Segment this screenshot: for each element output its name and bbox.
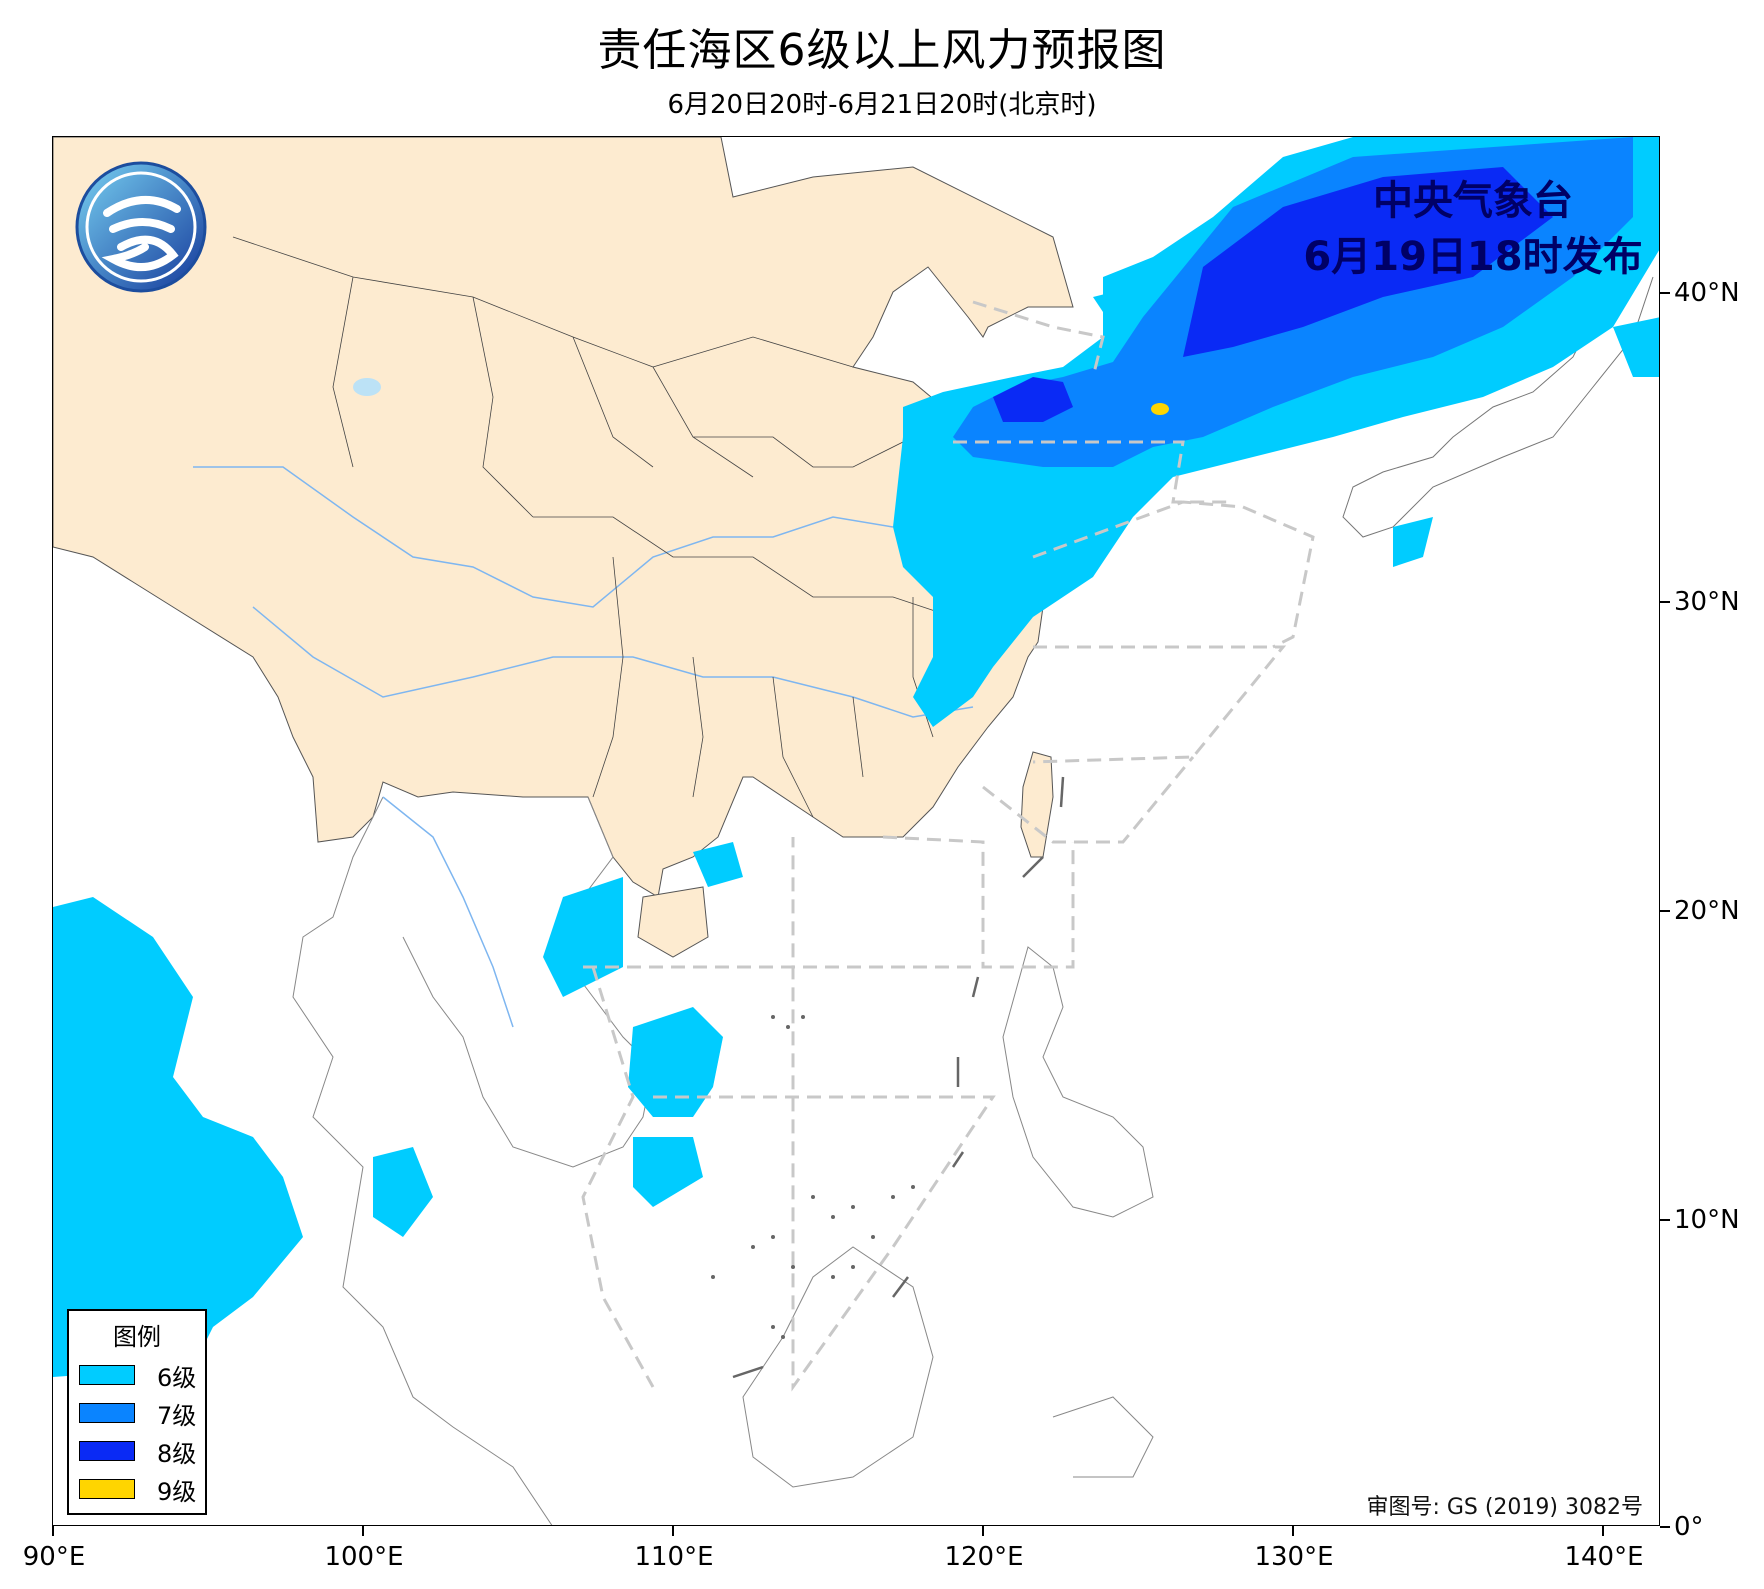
legend-item: 8级 [69, 1432, 205, 1470]
map-subtitle: 6月20日20时-6月21日20时(北京时) [667, 90, 1097, 120]
cma-logo-icon [75, 161, 207, 293]
x-tick-label: 140°E [1564, 1542, 1644, 1572]
x-tickmark [52, 1526, 54, 1536]
y-tick-label: 0° [1674, 1512, 1704, 1542]
wind-area-level-6 [1093, 287, 1143, 327]
x-tick-label: 120°E [944, 1542, 1024, 1572]
x-tickmark [982, 1526, 984, 1536]
sea-area-boundaries [581, 300, 1315, 1392]
south-china-sea-islands [711, 1015, 915, 1339]
river [193, 466, 894, 608]
wind-area-level-6 [633, 1137, 703, 1207]
legend-item: 7级 [69, 1394, 205, 1432]
legend-swatch-7 [79, 1403, 135, 1423]
y-tickmark [1660, 601, 1670, 603]
map-approval-number: 审图号: GS (2019) 3082号 [1366, 1495, 1643, 1520]
x-tickmark [672, 1526, 674, 1536]
y-tickmark [1660, 1219, 1670, 1221]
wind-area-level-8 [993, 377, 1073, 422]
issuer-block: 中央气象台 6月19日18时发布 [1293, 173, 1653, 285]
issuer-name: 中央气象台 [1373, 178, 1573, 224]
legend: 图例 6级 7级 8级 9级 [67, 1309, 207, 1515]
wind-area-level-6 [373, 1147, 433, 1237]
sulawesi-outline [1052, 1396, 1154, 1478]
borneo-outline [742, 1246, 934, 1488]
x-tick-label: 100°E [324, 1542, 404, 1572]
river [252, 606, 974, 718]
map-title: 责任海区6级以上风力预报图 [597, 25, 1167, 76]
japan-outline [1342, 137, 1654, 538]
y-tickmark [1660, 292, 1670, 294]
y-tick-label: 40°N [1674, 278, 1740, 308]
map-canvas [53, 137, 1659, 1525]
philippines-outline [1002, 946, 1154, 1218]
wind-area-level-6 [1393, 517, 1433, 567]
legend-label: 9级 [157, 1477, 197, 1506]
y-tick-label: 10°N [1674, 1205, 1740, 1235]
nine-dash-line [732, 776, 1065, 1379]
x-tickmark [1602, 1526, 1604, 1536]
y-tickmark [1660, 1526, 1670, 1528]
river [382, 796, 514, 1028]
legend-item: 6级 [69, 1356, 205, 1394]
x-tickmark [362, 1526, 364, 1536]
wind-area-level-6 [53, 897, 303, 1377]
taiwan-land [1020, 751, 1054, 858]
x-tickmark [1292, 1526, 1294, 1536]
wind-areas [53, 137, 1659, 1377]
legend-swatch-9 [79, 1479, 135, 1499]
wind-area-level-6 [543, 877, 623, 997]
legend-label: 7级 [157, 1401, 197, 1430]
x-tick-label: 130°E [1254, 1542, 1334, 1572]
indochina-outline [292, 796, 553, 1525]
y-tickmark [1660, 910, 1670, 912]
wind-area-level-6 [693, 842, 743, 887]
wind-area-level-6 [1613, 317, 1659, 377]
y-tick-label: 30°N [1674, 587, 1740, 617]
wind-area-level-8 [1183, 167, 1553, 357]
sea-area-boundaries-south [982, 756, 1195, 844]
hainan-land [637, 886, 709, 958]
map-area: 中央气象台 6月19日18时发布 图例 6级 7级 8级 9级 审图号: GS … [52, 136, 1660, 1526]
province-boundaries [232, 236, 954, 818]
issue-time: 6月19日18时发布 [1303, 234, 1643, 280]
legend-swatch-8 [79, 1441, 135, 1461]
y-tick-label: 20°N [1674, 896, 1740, 926]
legend-label: 6级 [157, 1363, 197, 1392]
legend-swatch-6 [79, 1365, 135, 1385]
x-tick-label: 110°E [634, 1542, 714, 1572]
wind-area-level-6 [628, 1007, 723, 1117]
qinghai-lake [353, 378, 381, 396]
x-tick-label: 90°E [22, 1542, 86, 1572]
wind-area-level-9 [1151, 403, 1169, 415]
legend-item: 9级 [69, 1470, 205, 1508]
legend-title: 图例 [113, 1323, 161, 1351]
legend-label: 8级 [157, 1439, 197, 1468]
